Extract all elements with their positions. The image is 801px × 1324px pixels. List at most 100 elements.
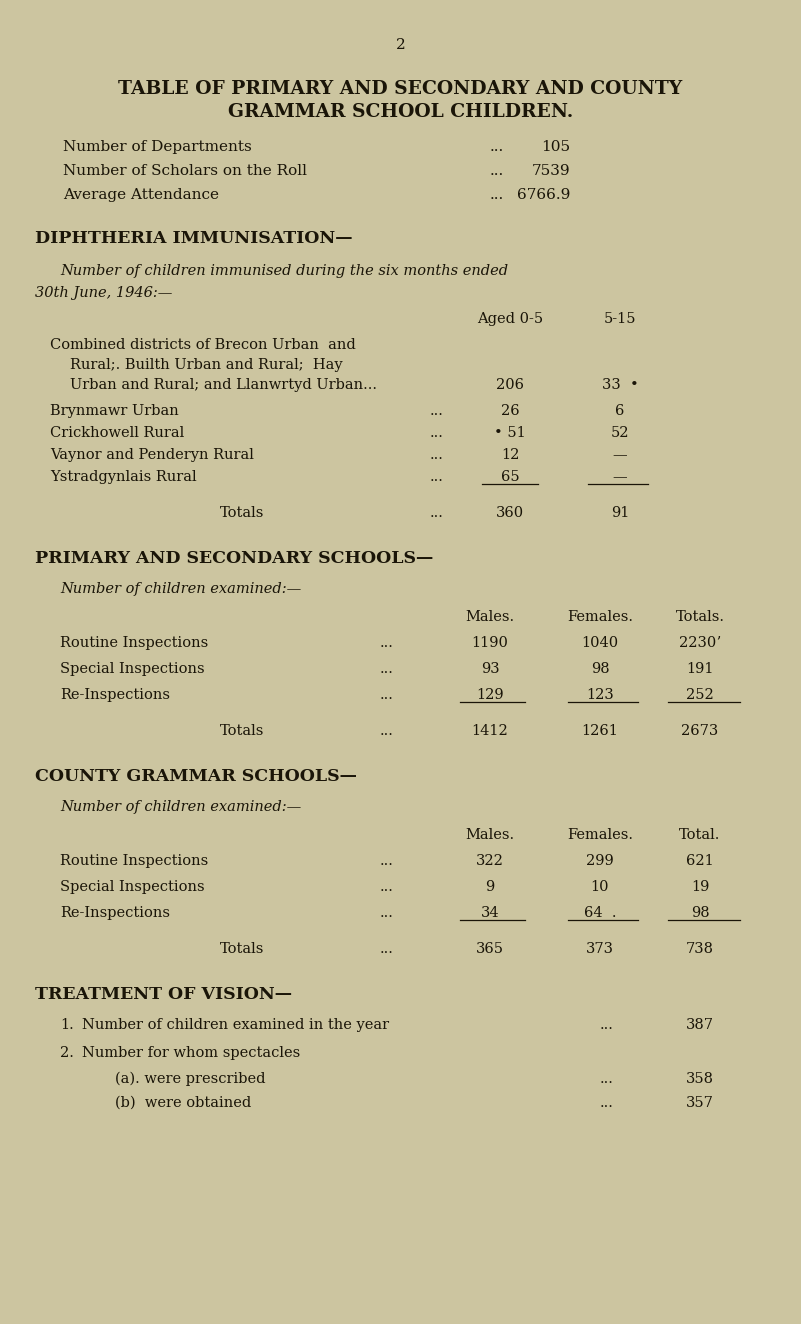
- Text: ...: ...: [380, 854, 394, 869]
- Text: 34: 34: [481, 906, 499, 920]
- Text: 5-15: 5-15: [604, 312, 636, 326]
- Text: 252: 252: [686, 688, 714, 702]
- Text: 2230ʼ: 2230ʼ: [679, 636, 721, 650]
- Text: Routine Inspections: Routine Inspections: [60, 636, 208, 650]
- Text: 64  .: 64 .: [584, 906, 616, 920]
- Text: Number of Departments: Number of Departments: [63, 140, 252, 154]
- Text: Males.: Males.: [465, 610, 514, 624]
- Text: Average Attendance: Average Attendance: [63, 188, 219, 203]
- Text: Special Inspections: Special Inspections: [60, 880, 204, 894]
- Text: ...: ...: [490, 188, 505, 203]
- Text: ...: ...: [430, 404, 444, 418]
- Text: Aged 0-5: Aged 0-5: [477, 312, 543, 326]
- Text: Number of children examined in the year: Number of children examined in the year: [82, 1018, 389, 1031]
- Text: Special Inspections: Special Inspections: [60, 662, 204, 677]
- Text: Crickhowell Rural: Crickhowell Rural: [50, 426, 184, 440]
- Text: Routine Inspections: Routine Inspections: [60, 854, 208, 869]
- Text: 357: 357: [686, 1096, 714, 1110]
- Text: 65: 65: [501, 470, 519, 485]
- Text: 6766.9: 6766.9: [517, 188, 570, 203]
- Text: —: —: [613, 448, 627, 462]
- Text: ...: ...: [490, 164, 505, 177]
- Text: 52: 52: [610, 426, 630, 440]
- Text: Number for whom spectacles: Number for whom spectacles: [82, 1046, 300, 1061]
- Text: ...: ...: [600, 1018, 614, 1031]
- Text: 93: 93: [481, 662, 499, 677]
- Text: 6: 6: [615, 404, 625, 418]
- Text: Males.: Males.: [465, 828, 514, 842]
- Text: DIPHTHERIA IMMUNISATION—: DIPHTHERIA IMMUNISATION—: [35, 230, 352, 248]
- Text: 91: 91: [611, 506, 630, 520]
- Text: 30th June, 1946:—: 30th June, 1946:—: [35, 286, 172, 301]
- Text: —: —: [613, 470, 627, 485]
- Text: 738: 738: [686, 941, 714, 956]
- Text: Females.: Females.: [567, 828, 633, 842]
- Text: 358: 358: [686, 1072, 714, 1086]
- Text: 1190: 1190: [472, 636, 509, 650]
- Text: 621: 621: [686, 854, 714, 869]
- Text: 2: 2: [396, 38, 405, 52]
- Text: Totals: Totals: [220, 724, 264, 737]
- Text: ...: ...: [380, 724, 394, 737]
- Text: Vaynor and Penderyn Rural: Vaynor and Penderyn Rural: [50, 448, 254, 462]
- Text: 105: 105: [541, 140, 570, 154]
- Text: ...: ...: [380, 880, 394, 894]
- Text: 26: 26: [501, 404, 519, 418]
- Text: Number of Scholars on the Roll: Number of Scholars on the Roll: [63, 164, 307, 177]
- Text: Urban and Rural; and Llanwrtyd Urban...: Urban and Rural; and Llanwrtyd Urban...: [70, 377, 377, 392]
- Text: Totals: Totals: [220, 941, 264, 956]
- Text: TREATMENT OF VISION—: TREATMENT OF VISION—: [35, 986, 292, 1004]
- Text: 206: 206: [496, 377, 524, 392]
- Text: 1040: 1040: [582, 636, 618, 650]
- Text: 19: 19: [690, 880, 709, 894]
- Text: 322: 322: [476, 854, 504, 869]
- Text: 299: 299: [586, 854, 614, 869]
- Text: 365: 365: [476, 941, 504, 956]
- Text: 2.: 2.: [60, 1046, 74, 1061]
- Text: ...: ...: [380, 662, 394, 677]
- Text: 7539: 7539: [531, 164, 570, 177]
- Text: 10: 10: [591, 880, 610, 894]
- Text: Total.: Total.: [679, 828, 721, 842]
- Text: ...: ...: [600, 1096, 614, 1110]
- Text: Rural;. Builth Urban and Rural;  Hay: Rural;. Builth Urban and Rural; Hay: [70, 357, 343, 372]
- Text: 33  •: 33 •: [602, 377, 638, 392]
- Text: Combined districts of Brecon Urban  and: Combined districts of Brecon Urban and: [50, 338, 356, 352]
- Text: 123: 123: [586, 688, 614, 702]
- Text: 1.: 1.: [60, 1018, 74, 1031]
- Text: Re-Inspections: Re-Inspections: [60, 688, 170, 702]
- Text: 9: 9: [485, 880, 495, 894]
- Text: • 51: • 51: [494, 426, 526, 440]
- Text: ...: ...: [430, 448, 444, 462]
- Text: (b)  were obtained: (b) were obtained: [115, 1096, 252, 1110]
- Text: Re-Inspections: Re-Inspections: [60, 906, 170, 920]
- Text: ...: ...: [380, 906, 394, 920]
- Text: 373: 373: [586, 941, 614, 956]
- Text: 191: 191: [686, 662, 714, 677]
- Text: Totals: Totals: [220, 506, 264, 520]
- Text: COUNTY GRAMMAR SCHOOLS—: COUNTY GRAMMAR SCHOOLS—: [35, 768, 357, 785]
- Text: ...: ...: [380, 941, 394, 956]
- Text: ...: ...: [430, 470, 444, 485]
- Text: ...: ...: [490, 140, 505, 154]
- Text: 98: 98: [690, 906, 710, 920]
- Text: 2673: 2673: [682, 724, 718, 737]
- Text: ...: ...: [600, 1072, 614, 1086]
- Text: 360: 360: [496, 506, 524, 520]
- Text: Number of children examined:—: Number of children examined:—: [60, 800, 301, 814]
- Text: Totals.: Totals.: [675, 610, 724, 624]
- Text: GRAMMAR SCHOOL CHILDREN.: GRAMMAR SCHOOL CHILDREN.: [227, 103, 574, 120]
- Text: ...: ...: [430, 426, 444, 440]
- Text: PRIMARY AND SECONDARY SCHOOLS—: PRIMARY AND SECONDARY SCHOOLS—: [35, 549, 433, 567]
- Text: (a). were prescribed: (a). were prescribed: [115, 1072, 265, 1087]
- Text: Females.: Females.: [567, 610, 633, 624]
- Text: ...: ...: [380, 688, 394, 702]
- Text: 129: 129: [476, 688, 504, 702]
- Text: ...: ...: [430, 506, 444, 520]
- Text: 1261: 1261: [582, 724, 618, 737]
- Text: 1412: 1412: [472, 724, 509, 737]
- Text: ...: ...: [380, 636, 394, 650]
- Text: Number of children examined:—: Number of children examined:—: [60, 583, 301, 596]
- Text: 98: 98: [590, 662, 610, 677]
- Text: TABLE OF PRIMARY AND SECONDARY AND COUNTY: TABLE OF PRIMARY AND SECONDARY AND COUNT…: [119, 79, 682, 98]
